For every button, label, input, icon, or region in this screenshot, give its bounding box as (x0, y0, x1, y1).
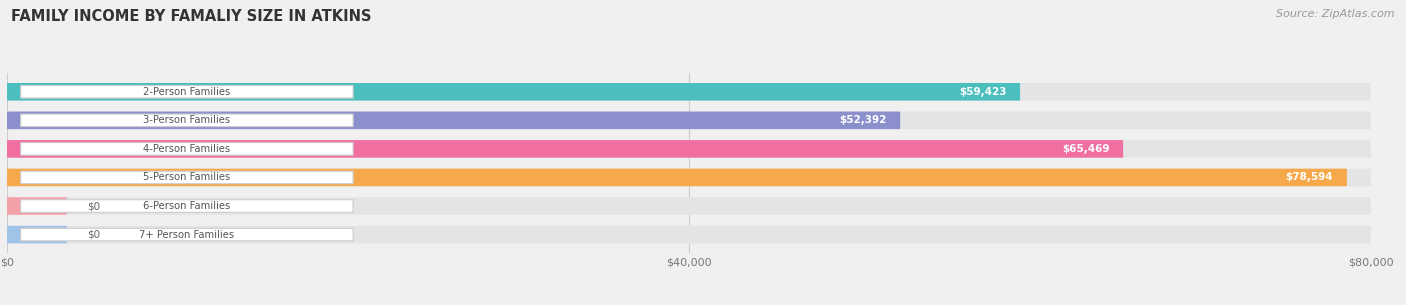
FancyBboxPatch shape (21, 200, 353, 212)
FancyBboxPatch shape (7, 169, 1347, 186)
FancyBboxPatch shape (7, 140, 1123, 158)
FancyBboxPatch shape (21, 85, 353, 98)
Text: $0: $0 (87, 201, 100, 211)
FancyBboxPatch shape (21, 228, 353, 241)
Text: 7+ Person Families: 7+ Person Families (139, 230, 235, 240)
Text: 6-Person Families: 6-Person Families (143, 201, 231, 211)
FancyBboxPatch shape (7, 169, 1371, 186)
Text: 3-Person Families: 3-Person Families (143, 115, 231, 125)
Text: $59,423: $59,423 (959, 87, 1007, 97)
Text: $78,594: $78,594 (1285, 172, 1333, 182)
FancyBboxPatch shape (21, 114, 353, 127)
FancyBboxPatch shape (7, 112, 900, 129)
Text: 5-Person Families: 5-Person Families (143, 172, 231, 182)
FancyBboxPatch shape (21, 171, 353, 184)
Text: $65,469: $65,469 (1062, 144, 1109, 154)
Text: 2-Person Families: 2-Person Families (143, 87, 231, 97)
FancyBboxPatch shape (7, 140, 1371, 158)
Text: 4-Person Families: 4-Person Families (143, 144, 231, 154)
FancyBboxPatch shape (7, 226, 66, 243)
Text: $0: $0 (87, 230, 100, 240)
FancyBboxPatch shape (7, 112, 1371, 129)
FancyBboxPatch shape (7, 83, 1371, 101)
FancyBboxPatch shape (7, 197, 1371, 215)
FancyBboxPatch shape (7, 83, 1021, 101)
FancyBboxPatch shape (7, 226, 1371, 243)
FancyBboxPatch shape (7, 197, 66, 215)
FancyBboxPatch shape (21, 143, 353, 155)
Text: Source: ZipAtlas.com: Source: ZipAtlas.com (1277, 9, 1395, 19)
Text: FAMILY INCOME BY FAMALIY SIZE IN ATKINS: FAMILY INCOME BY FAMALIY SIZE IN ATKINS (11, 9, 371, 24)
Text: $52,392: $52,392 (839, 115, 887, 125)
